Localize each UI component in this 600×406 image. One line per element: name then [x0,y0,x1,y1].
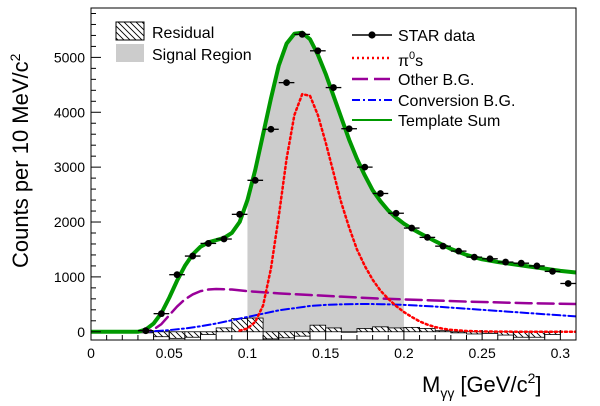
data-point [283,79,290,87]
x-tick-label: 0.15 [312,345,339,361]
data-point [345,125,353,133]
residual-bar [340,331,358,333]
data-point [330,84,337,91]
x-tick-label: 0.25 [469,345,496,361]
axes-layer: 0 0.05 0.1 0.15 0.2 0.25 0.3 0 1000 2000 3000 4000 5… [54,12,577,361]
legend-residual-swatch [115,21,145,41]
residual-bar [153,331,170,338]
residual-bar [215,327,233,333]
data-point [392,209,400,217]
data-point [408,224,416,232]
y-tick-label: 2000 [54,214,85,230]
legend-template-label: Template Sum [398,113,500,130]
y-tick-label: 5000 [54,49,85,65]
residual-bar [247,317,264,333]
legend-pi0-label: π0s [398,50,423,70]
data-point [455,247,463,255]
data-point [220,235,228,243]
x-tick-label: 0.2 [394,345,414,361]
legend-conversion-label: Conversion B.G. [398,93,515,110]
data-point [173,271,181,279]
other-bg-curve [91,287,576,334]
plot-frame [90,7,577,341]
residual-bar [168,331,186,339]
data-point [517,259,525,267]
y-tick-label: 3000 [54,159,85,175]
residual-bar [403,326,420,333]
y-tick-label: 0 [77,324,85,340]
signal-region-layer [247,32,404,332]
data-point [564,280,572,287]
conversion-bg-curve [91,303,576,333]
x-tick-label: 0 [87,345,95,361]
residual-bar [387,327,405,333]
x-tick-label: 0.3 [551,345,571,361]
x-tick-label: 0.05 [156,345,183,361]
pi0-curve [238,92,576,334]
data-point [502,258,509,266]
residual-layer [137,317,561,340]
data-point [236,210,244,218]
residual-bar [309,324,327,333]
data-point [267,125,275,133]
legend-residual-label: Residual [152,25,214,42]
residual-bar [434,330,452,333]
data-point [251,176,259,184]
data-point [204,240,212,247]
data-point [533,262,541,270]
residual-bar [293,331,311,337]
data-point [486,255,494,263]
legend-star-label: STAR data [398,28,475,45]
x-tick-label: 0.1 [238,345,258,361]
residual-bar [372,326,389,333]
residual-bar [325,327,342,333]
y-tick-label: 4000 [54,104,85,120]
y-axis-title: Counts per 10 MeV/c2 [7,53,33,268]
signal-region-fill [247,32,404,332]
points-layer [137,30,576,335]
data-point [377,190,384,197]
residual-bar [419,328,436,333]
data-point [439,242,447,250]
data-point [470,253,478,261]
data-point [189,252,197,260]
data-point [549,268,556,275]
data-point [423,233,431,241]
data-point [314,47,322,55]
x-axis-title: Mγγ [GeV/c2] [422,370,542,401]
legend-other-label: Other B.G. [398,72,474,89]
legend-signal-swatch [116,44,144,62]
residual-bar [200,331,217,335]
legend-left: Residual Signal Region [115,21,252,64]
legend-right: STAR data π0s Other B.G. Conversion B.G.… [352,28,515,130]
residual-bar [356,328,374,333]
residual-bar [184,331,201,338]
legend-star-marker [368,31,376,39]
residual-bar [450,331,467,334]
data-point [142,327,150,335]
residual-bar [278,331,295,339]
data-point [158,310,165,318]
legend-signal-label: Signal Region [152,47,252,64]
y-tick-label: 1000 [54,269,85,285]
data-point [298,30,306,38]
data-point [361,163,369,171]
residual-bar [262,331,280,340]
